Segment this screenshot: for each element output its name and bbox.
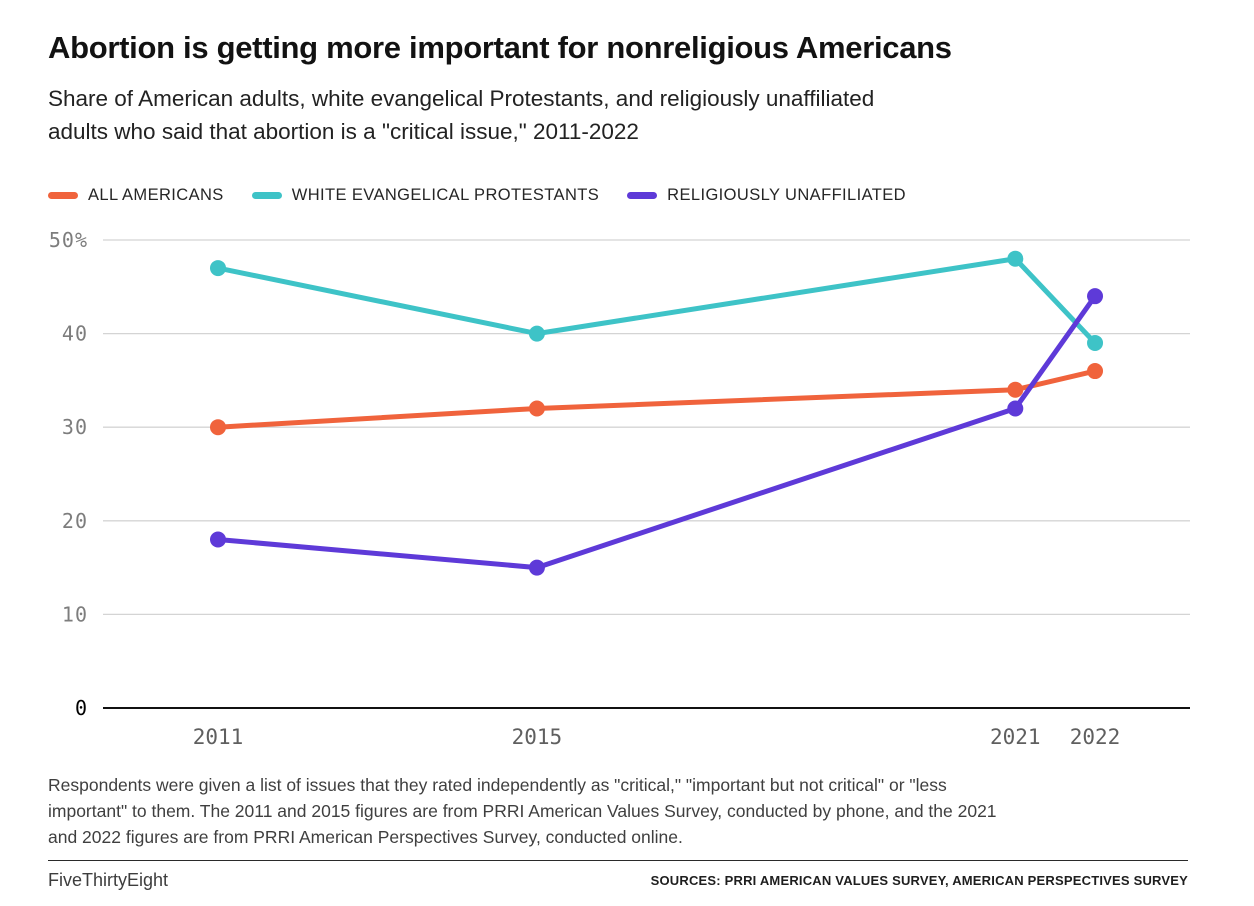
y-tick-label: 40 [62, 322, 88, 346]
series-line [215, 256, 1098, 346]
data-point [1087, 334, 1104, 351]
footer-brand: FiveThirtyEight [48, 870, 169, 890]
legend-item-all-americans: ALL AMERICANS [48, 186, 224, 205]
data-point [210, 260, 226, 277]
legend-swatch-purple-icon [627, 192, 658, 199]
series-line [215, 368, 1098, 430]
data-point [210, 531, 226, 548]
footer-sources: SOURCES: PRRI AMERICAN VALUES SURVEY, AM… [650, 873, 1188, 888]
legend-label-all-americans: ALL AMERICANS [88, 186, 224, 204]
page-subtitle: Share of American adults, white evangeli… [48, 86, 875, 144]
data-point [1087, 363, 1104, 380]
y-tick-label: 0 [75, 696, 88, 720]
y-tick-label: 30 [62, 415, 88, 439]
footer-divider [48, 860, 1188, 861]
legend-item-white-evangelical-protestants: WHITE EVANGELICAL PROTESTANTS [251, 186, 600, 205]
x-tick-label: 2021 [990, 725, 1041, 749]
x-tick-label: 2015 [512, 725, 563, 749]
chart-legend: ALL AMERICANS WHITE EVANGELICAL PROTESTA… [48, 186, 906, 205]
methodology-footnote: Respondents were given a list of issues … [48, 775, 997, 847]
y-tick-label: 50% [49, 228, 88, 252]
data-point [210, 419, 226, 436]
series-line [215, 293, 1098, 571]
data-point [528, 559, 545, 576]
x-tick-label: 2011 [193, 725, 244, 749]
data-point [528, 325, 545, 342]
x-tick-label: 2022 [1070, 725, 1121, 749]
data-point [528, 400, 545, 417]
y-tick-label: 10 [62, 602, 88, 626]
data-point [1087, 288, 1104, 305]
legend-swatch-teal-icon [251, 192, 282, 199]
legend-label-white-evangelical-protestants: WHITE EVANGELICAL PROTESTANTS [291, 186, 600, 204]
data-point [1007, 250, 1024, 267]
footer: FiveThirtyEight SOURCES: PRRI AMERICAN V… [48, 870, 1188, 891]
chart-area: 0 10 20 30 40 50% 2011 2015 2021 2022 [0, 225, 1254, 755]
data-point [1007, 381, 1024, 398]
y-tick-label: 20 [62, 509, 88, 533]
data-point [1007, 400, 1024, 417]
legend-label-religiously-unaffiliated: RELIGIOUSLY UNAFFILIATED [667, 186, 906, 204]
legend-swatch-orange-icon [48, 192, 78, 199]
legend-item-religiously-unaffiliated: RELIGIOUSLY UNAFFILIATED [627, 186, 906, 205]
line-chart: 0 10 20 30 40 50% 2011 2015 2021 2022 [49, 228, 1190, 749]
page-title: Abortion is getting more important for n… [48, 30, 952, 65]
